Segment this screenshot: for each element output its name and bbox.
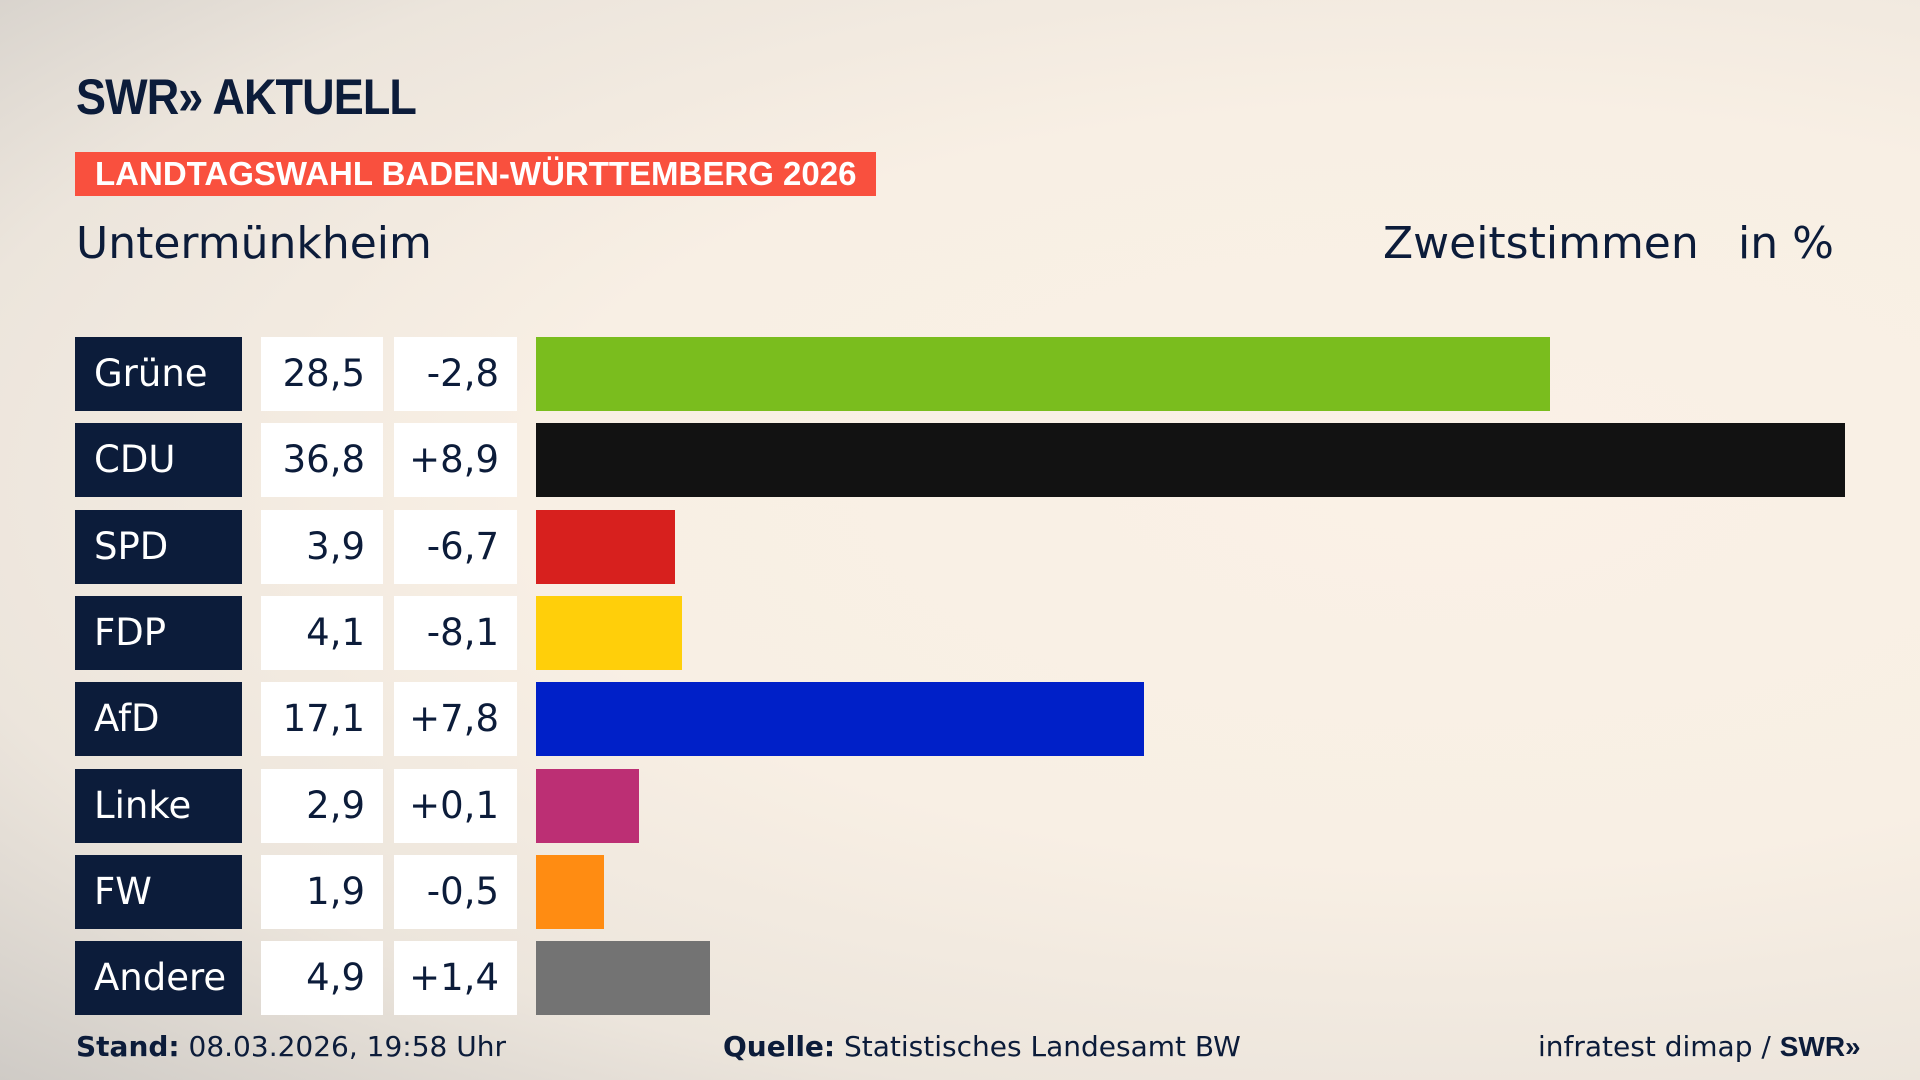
party-name: SPD xyxy=(75,509,242,584)
bar-andere xyxy=(536,941,711,1016)
bar-fw xyxy=(536,854,604,929)
swr-aktuell-logo: SWR» AKTUELL xyxy=(76,69,417,125)
stand-label: Stand: xyxy=(76,1030,180,1063)
bar-fdp xyxy=(536,595,682,670)
page-title: Untermünkheim xyxy=(76,218,432,269)
party-name: Linke xyxy=(75,768,242,843)
election-banner: LANDTAGSWAHL BADEN-WÜRTTEMBERG 2026 xyxy=(75,152,877,196)
vote-change: +7,8 xyxy=(394,682,517,757)
timestamp: Stand: 08.03.2026, 19:58 Uhr xyxy=(76,1030,506,1063)
vote-change: -2,8 xyxy=(394,337,517,411)
bar-cdu xyxy=(536,423,1845,498)
vote-share: 3,9 xyxy=(261,509,383,584)
vote-share: 17,1 xyxy=(261,682,383,757)
party-name: FDP xyxy=(75,595,242,670)
vote-change: +8,9 xyxy=(394,423,517,498)
party-name: CDU xyxy=(75,423,242,498)
vote-type-label: Zweitstimmen xyxy=(1383,218,1699,269)
credit: infratest dimap / SWR» xyxy=(1538,1030,1861,1063)
stand-value: 08.03.2026, 19:58 Uhr xyxy=(188,1030,506,1063)
source: Quelle: Statistisches Landesamt BW xyxy=(723,1030,1241,1063)
bar-afd xyxy=(536,682,1145,757)
unit-label: in % xyxy=(1738,218,1834,269)
vote-change: +0,1 xyxy=(394,768,517,843)
vote-share: 1,9 xyxy=(261,854,383,929)
credit-text: infratest dimap / xyxy=(1538,1030,1780,1063)
party-name: Andere xyxy=(75,941,242,1016)
source-label: Quelle: xyxy=(723,1030,836,1063)
party-name: Grüne xyxy=(75,337,242,411)
vote-share: 28,5 xyxy=(261,337,383,411)
vote-change: -0,5 xyxy=(394,854,517,929)
swr-logo: SWR» xyxy=(1779,1031,1861,1062)
vote-share: 4,9 xyxy=(261,941,383,1016)
party-name: AfD xyxy=(75,682,242,757)
vote-share: 36,8 xyxy=(261,423,383,498)
bar-linke xyxy=(536,768,640,843)
vote-share: 4,1 xyxy=(261,595,383,670)
vote-share: 2,9 xyxy=(261,768,383,843)
party-name: FW xyxy=(75,854,242,929)
vote-change: -6,7 xyxy=(394,509,517,584)
vote-change: -8,1 xyxy=(394,595,517,670)
vote-change: +1,4 xyxy=(394,941,517,1016)
bar-spd xyxy=(536,509,675,584)
bar-grüne xyxy=(536,337,1550,411)
source-value: Statistisches Landesamt BW xyxy=(844,1030,1241,1063)
